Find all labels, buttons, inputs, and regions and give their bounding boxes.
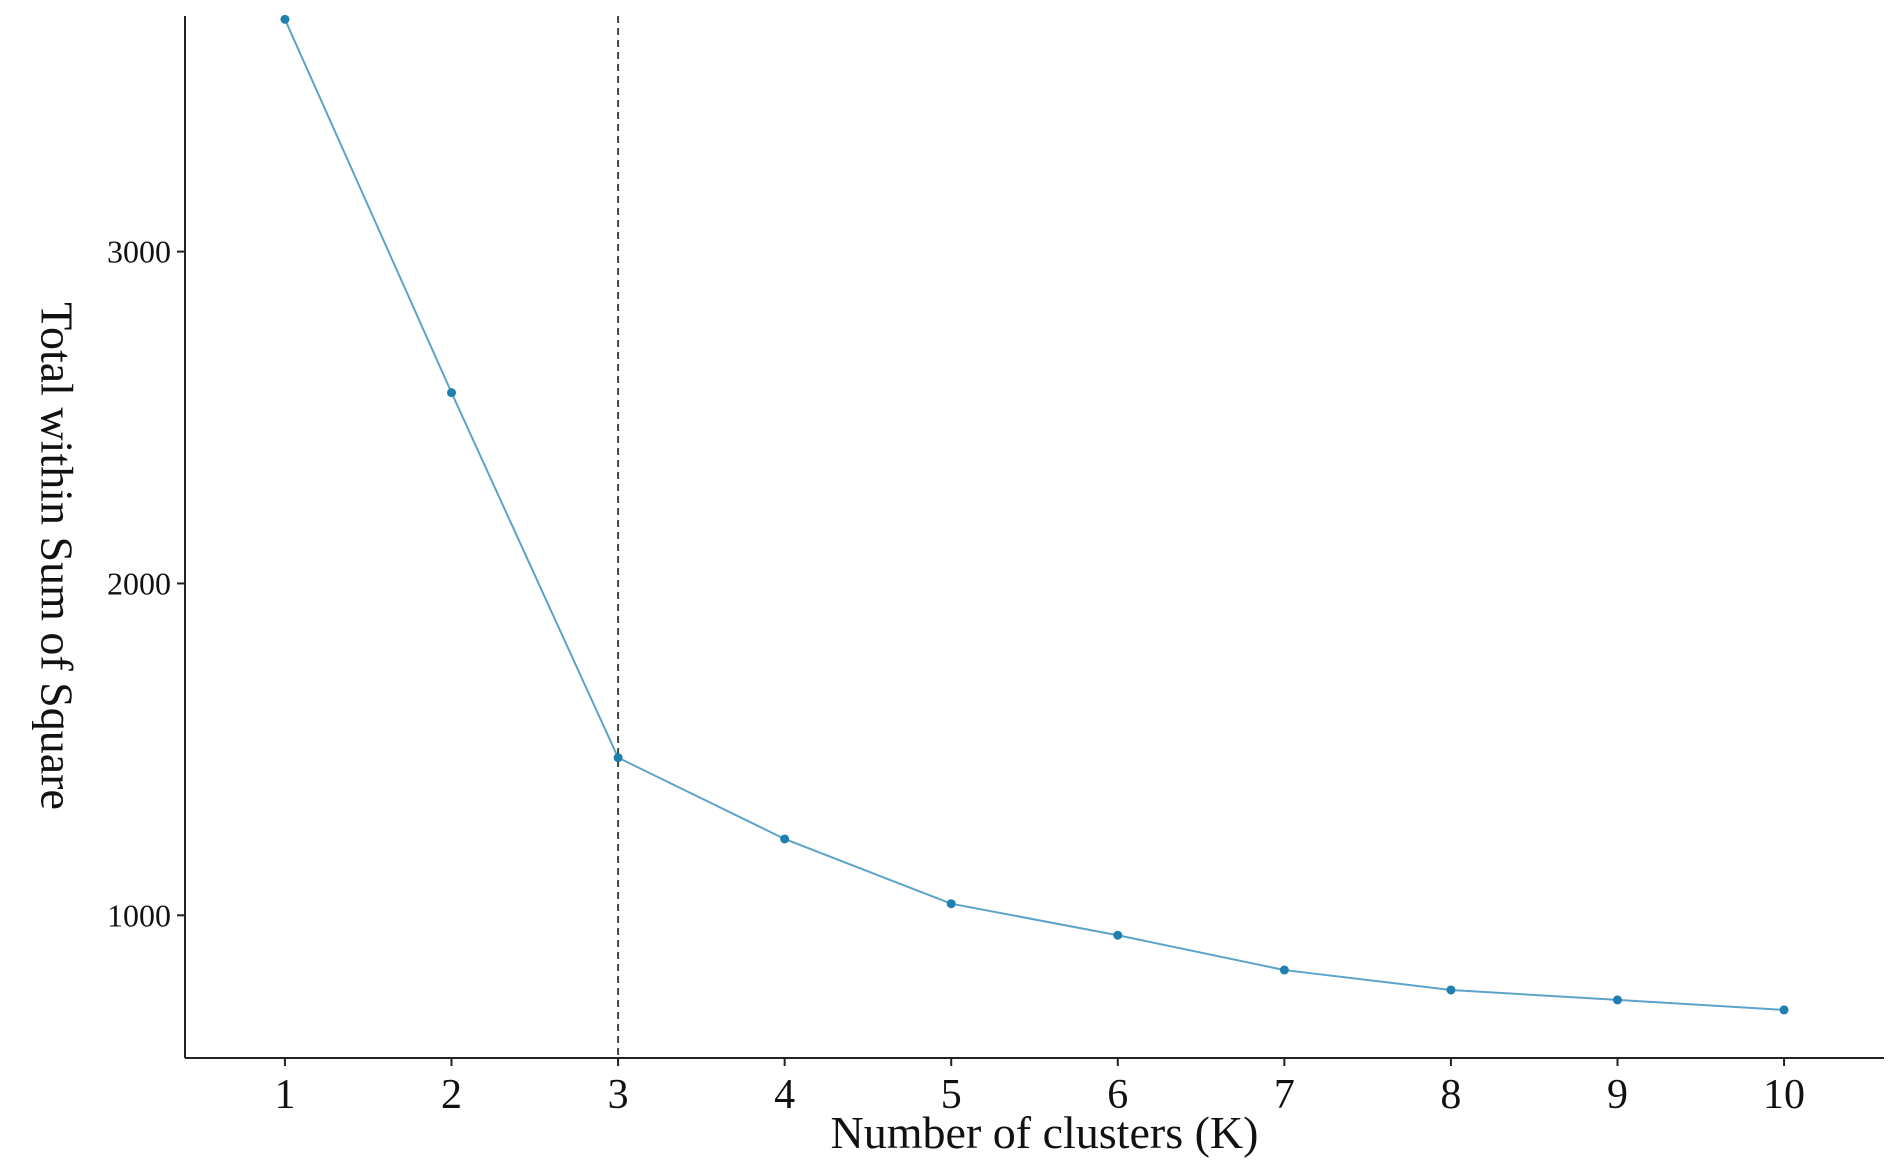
data-point	[946, 899, 956, 909]
x-axis-ticks: 1 2 3 4 5 6 7 8 9 10	[274, 1058, 1805, 1118]
data-point	[1113, 930, 1123, 940]
y-axis-title: Total within Sum of Square	[31, 302, 82, 810]
data-point	[1779, 1005, 1789, 1015]
y-axis-ticks: 1000 2000 3000	[107, 234, 185, 933]
x-tick-label: 3	[608, 1072, 629, 1118]
x-tick-label: 6	[1107, 1072, 1128, 1118]
x-tick-label: 9	[1607, 1072, 1628, 1118]
series-line	[284, 18, 1785, 1011]
x-axis-title: Number of clusters (K)	[831, 1107, 1259, 1158]
x-tick-label: 4	[774, 1072, 795, 1118]
x-tick-label: 1	[274, 1072, 295, 1118]
y-tick-label: 3000	[107, 234, 171, 270]
data-point	[1446, 985, 1456, 995]
x-tick-label: 8	[1440, 1072, 1461, 1118]
y-tick-label: 1000	[107, 897, 171, 933]
y-tick-label: 2000	[107, 565, 171, 601]
x-tick-label: 10	[1763, 1072, 1805, 1118]
x-tick-label: 7	[1274, 1072, 1295, 1118]
data-point	[613, 753, 623, 763]
x-tick-label: 5	[941, 1072, 962, 1118]
data-point	[780, 834, 790, 844]
data-point	[447, 388, 457, 398]
x-tick-label: 2	[441, 1072, 462, 1118]
data-point	[280, 14, 290, 24]
data-point	[1612, 995, 1622, 1005]
data-points	[280, 14, 1789, 1015]
data-point	[1279, 965, 1289, 975]
